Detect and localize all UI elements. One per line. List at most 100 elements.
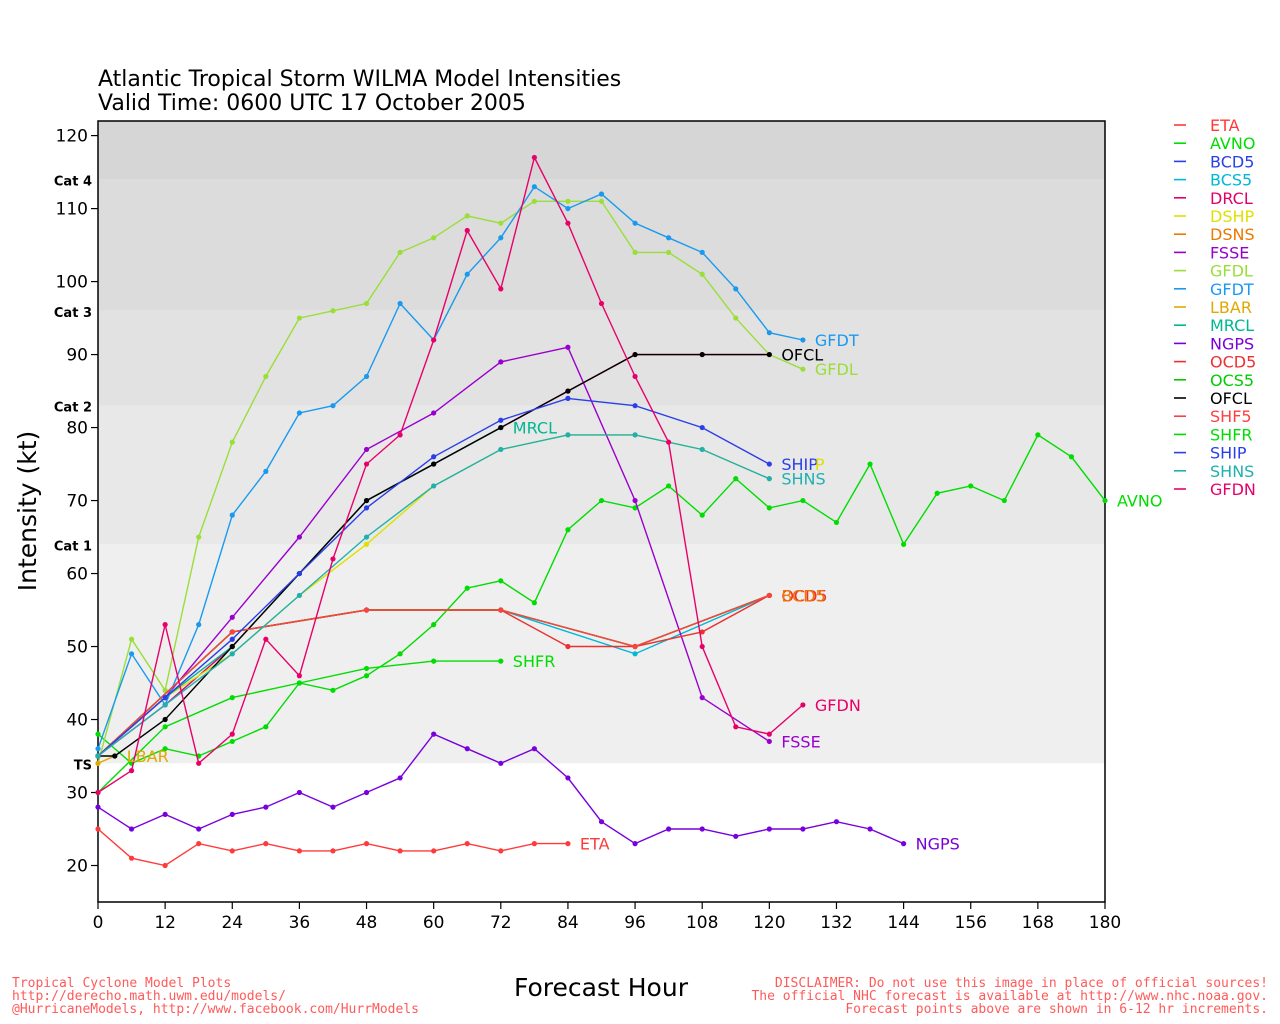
x-tick-label: 96 <box>624 913 646 933</box>
legend-item-shfr: SHFR <box>1174 425 1253 444</box>
data-point-ngps <box>128 826 135 832</box>
data-point-avno <box>666 483 672 489</box>
data-point-gfdt <box>95 746 101 752</box>
data-point-gfdn <box>431 337 437 343</box>
end-label-ocd5: OCD5 <box>781 586 827 605</box>
data-point-ngps <box>531 746 537 752</box>
series-shf5 <box>95 592 772 759</box>
data-point-shns <box>766 476 772 482</box>
footer-credit-url[interactable]: http://derecho.math.uwm.edu/models/ <box>12 989 286 1004</box>
series-line-gfdn <box>97 155 804 794</box>
data-point-shf5 <box>766 592 772 599</box>
data-point-shns <box>162 702 168 708</box>
data-point-ngps <box>833 819 840 825</box>
data-point-ofcl <box>363 497 370 504</box>
data-point-avno <box>263 724 269 730</box>
data-point-gfdt <box>397 300 403 307</box>
data-point-avno <box>598 497 605 504</box>
data-point-gfdl <box>632 249 638 255</box>
data-point-gfdn <box>196 760 202 766</box>
data-point-ngps <box>431 731 437 737</box>
end-label-gfdn: GFDN <box>815 696 861 715</box>
data-point-ngps <box>95 804 101 810</box>
legend-label: LBAR <box>1210 298 1252 317</box>
data-point-shfr <box>162 724 168 730</box>
x-tick-label: 132 <box>820 913 852 933</box>
x-tick-label: 108 <box>686 913 718 933</box>
data-point-avno <box>162 746 168 752</box>
data-point-ngps <box>766 826 772 832</box>
data-point-gfdl <box>498 220 504 226</box>
data-point-avno <box>867 461 873 467</box>
legend-item-ocs5: OCS5 <box>1174 371 1254 390</box>
data-point-eta <box>363 841 370 847</box>
footer-credit-social[interactable]: @HurricaneModels, http://www.facebook.co… <box>12 1002 419 1017</box>
end-label-avno: AVNO <box>1117 492 1162 511</box>
data-point-gfdt <box>531 184 537 190</box>
data-point-gfdt <box>196 622 202 628</box>
legend: ETAAVNOBCD5BCS5DRCLDSHPDSNSFSSEGFDLGFDTL… <box>1174 116 1256 499</box>
legend-label: GFDL <box>1210 262 1253 281</box>
data-point-ngps <box>296 789 302 796</box>
data-point-eta <box>330 848 336 854</box>
legend-item-ngps: NGPS <box>1174 334 1254 353</box>
data-point-fsse <box>565 344 571 350</box>
chart-subtitle: Valid Time: 0600 UTC 17 October 2005 <box>98 91 526 116</box>
data-point-ship <box>162 695 168 701</box>
data-point-gfdn <box>330 556 336 562</box>
data-point-ngps <box>598 819 605 825</box>
data-point-avno <box>901 541 907 547</box>
legend-item-gfdt: GFDT <box>1174 280 1254 299</box>
data-point-gfdl <box>464 213 470 219</box>
legend-item-lbar: LBAR <box>1174 298 1252 317</box>
data-point-bcs5 <box>632 651 638 657</box>
legend-label: NGPS <box>1210 334 1254 353</box>
data-point-gfdn <box>531 154 537 161</box>
data-point-ship <box>296 570 302 577</box>
data-point-ngps <box>498 760 504 766</box>
band-label-cat-3: Cat 3 <box>54 306 92 321</box>
data-point-shf5 <box>229 629 235 635</box>
legend-label: OCS5 <box>1210 371 1254 390</box>
data-point-ofcl <box>162 716 168 723</box>
end-label-mrcl: MRCL <box>513 419 557 438</box>
legend-item-ofcl: OFCL <box>1174 389 1252 408</box>
data-point-eta <box>296 848 302 854</box>
data-point-gfdn <box>666 439 672 445</box>
series-layer <box>95 154 1108 869</box>
data-point-shfr <box>431 658 437 664</box>
data-point-gfdt <box>330 403 336 409</box>
series-eta <box>95 826 571 869</box>
end-label-p: P <box>815 455 825 474</box>
data-point-eta <box>128 855 135 861</box>
data-point-avno <box>498 578 504 584</box>
data-point-gfdn <box>162 622 168 628</box>
data-point-shns <box>498 446 504 453</box>
data-point-ofcl <box>112 753 118 759</box>
footer-disclaimer-2: The official NHC forecast is available a… <box>751 989 1268 1004</box>
legend-label: DSNS <box>1210 225 1255 244</box>
data-point-eta <box>229 848 235 854</box>
y-tick-label: 120 <box>56 127 88 147</box>
data-point-gfdt <box>296 410 302 416</box>
data-point-dshp <box>363 541 370 547</box>
legend-item-drcl: DRCL <box>1174 189 1253 208</box>
footer-disclaimer-1: DISCLAIMER: Do not use this image in pla… <box>775 976 1268 991</box>
data-point-avno <box>733 476 739 482</box>
data-point-ocd5 <box>699 629 705 635</box>
data-point-shns <box>565 432 571 438</box>
data-point-shf5 <box>632 643 638 650</box>
data-point-avno <box>431 622 437 628</box>
data-point-gfdt <box>263 468 269 474</box>
end-label-ship: SHIP <box>781 455 818 474</box>
data-point-eta <box>565 841 571 847</box>
data-point-eta <box>531 841 537 847</box>
series-line-gfdt <box>97 185 804 749</box>
x-tick-label: 180 <box>1089 913 1121 933</box>
data-point-gfdn <box>699 643 705 650</box>
data-point-avno <box>699 512 705 518</box>
y-tick-label: 90 <box>66 346 88 366</box>
series-line-shf5 <box>97 594 770 757</box>
data-point-gfdn <box>498 286 504 292</box>
data-point-ship <box>632 403 638 409</box>
